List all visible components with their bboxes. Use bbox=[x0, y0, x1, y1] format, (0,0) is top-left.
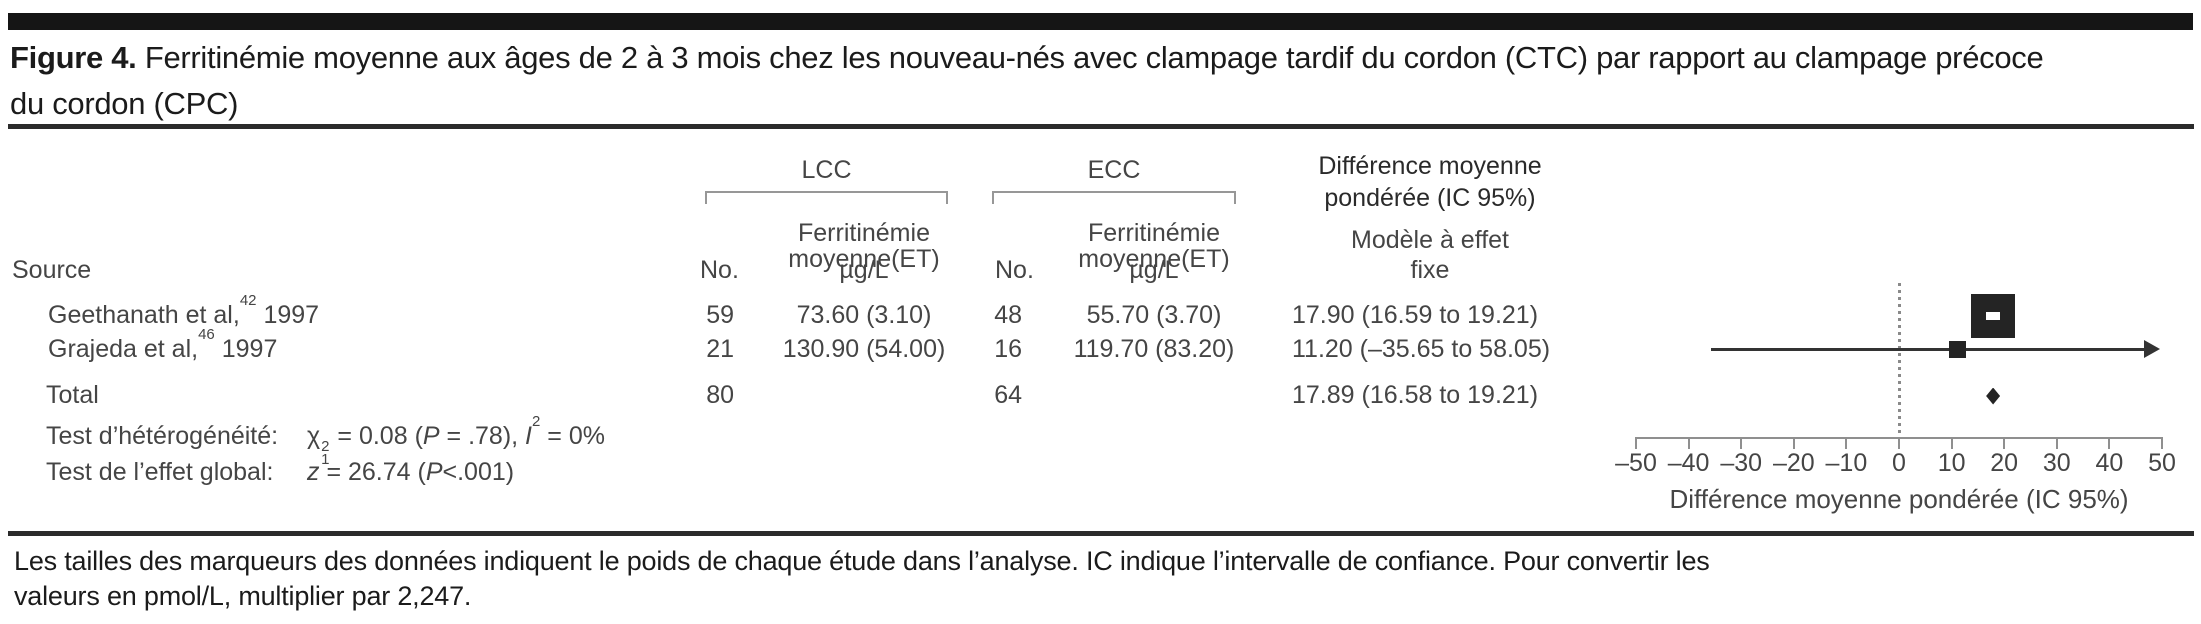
ecc-bracket bbox=[992, 191, 1236, 205]
het-eq-text3: = 0% bbox=[540, 422, 605, 450]
x-axis-tick bbox=[1635, 437, 1637, 449]
source-column-header: Source bbox=[12, 256, 92, 284]
x-axis-tick-label: 50 bbox=[2148, 449, 2176, 477]
total-ecc-n: 64 bbox=[994, 381, 1022, 409]
study-name-text: Geethanath et al, bbox=[48, 301, 240, 329]
figure-title-line1: Figure 4. Ferritinémie moyenne aux âges … bbox=[10, 40, 2044, 76]
x-axis-tick-label: 40 bbox=[2095, 449, 2124, 477]
ecc-no-header: No. bbox=[995, 256, 1034, 284]
z-symbol: z bbox=[307, 458, 320, 486]
het-eq-text2: = .78), bbox=[439, 422, 526, 450]
x-axis-tick-label: –20 bbox=[1772, 449, 1815, 477]
x-axis-title: Différence moyenne pondérée (IC 95%) bbox=[1669, 484, 2129, 514]
p-symbol: P bbox=[422, 422, 440, 450]
lcc-no-header: No. bbox=[700, 256, 739, 284]
x-axis-tick bbox=[2003, 437, 2006, 449]
study-name: Grajeda et al,46 1997 bbox=[48, 327, 278, 364]
lcc-bracket bbox=[705, 191, 948, 205]
diff-header-line3: Modèle à effet bbox=[1351, 226, 1509, 254]
total-wmd-ci-value: 17.89 (16.58 to 19.21) bbox=[1292, 381, 1539, 409]
heterogeneity-test-label: Test d’hétérogénéité: bbox=[46, 422, 279, 450]
reference-superscript: 46 bbox=[198, 325, 215, 343]
lcc-mean-sd-value: 73.60 (3.10) bbox=[796, 301, 932, 329]
global-eq-text: = 26.74 ( bbox=[319, 458, 426, 486]
i-squared-symbol: I bbox=[525, 422, 532, 450]
x-axis-tick-label: 10 bbox=[1937, 449, 1966, 477]
study-year: 1997 bbox=[256, 301, 320, 329]
x-axis-tick bbox=[2055, 437, 2058, 449]
ecc-ferritin-header-2: moyenne(ET) bbox=[1078, 245, 1230, 273]
group-header-lcc: LCC bbox=[801, 156, 852, 184]
x-axis-tick-label: –40 bbox=[1667, 449, 1710, 477]
total-diamond-marker bbox=[1986, 387, 2001, 405]
x-axis-tick bbox=[1898, 437, 1900, 449]
lcc-n-value: 21 bbox=[706, 335, 734, 363]
diff-header-line2: pondérée (IC 95%) bbox=[1324, 184, 1536, 212]
x-axis-tick bbox=[1792, 437, 1795, 449]
study-year: 1997 bbox=[214, 335, 278, 363]
diff-header-line1: Différence moyenne bbox=[1318, 152, 1542, 180]
x-axis-tick bbox=[1950, 437, 1953, 449]
diff-header-line4: fixe bbox=[1410, 256, 1450, 284]
lcc-n-value: 59 bbox=[706, 301, 734, 329]
total-label: Total bbox=[46, 381, 99, 409]
p-symbol: P bbox=[425, 458, 443, 486]
x-axis-tick bbox=[2161, 437, 2163, 449]
study-ci-segment bbox=[1986, 312, 2001, 320]
global-eq-text2: <.001) bbox=[442, 458, 515, 486]
study-ci-line bbox=[1711, 348, 2146, 351]
wmd-ci-value: 11.20 (–35.65 to 58.05) bbox=[1292, 335, 1551, 363]
x-axis-tick bbox=[1740, 437, 1743, 449]
x-axis-tick-label: –30 bbox=[1720, 449, 1763, 477]
x-axis-tick-label: 20 bbox=[1990, 449, 2019, 477]
x-axis-tick-label: –10 bbox=[1825, 449, 1868, 477]
x-axis-tick-label: –50 bbox=[1615, 449, 1657, 477]
x-axis-tick-label: 30 bbox=[2042, 449, 2071, 477]
i-squared-exponent: 2 bbox=[532, 412, 541, 430]
x-axis-tick bbox=[1687, 437, 1690, 449]
wmd-ci-value: 17.90 (16.59 to 19.21) bbox=[1292, 301, 1539, 329]
x-axis-tick bbox=[2108, 437, 2111, 449]
lcc-ferritin-header-1: Ferritinémie bbox=[798, 219, 930, 247]
footnote-line1: Les tailles des marqueurs des données in… bbox=[14, 546, 1710, 576]
divider-rule-top bbox=[8, 124, 2194, 129]
footnote-line2: valeurs en pmol/L, multiplier par 2,247. bbox=[14, 581, 472, 611]
figure-title-text: Ferritinémie moyenne aux âges de 2 à 3 m… bbox=[136, 40, 2044, 75]
ecc-n-value: 16 bbox=[994, 335, 1022, 363]
x-axis-tick bbox=[1845, 437, 1848, 449]
x-axis-tick-label: 0 bbox=[1892, 449, 1906, 477]
figure-title-line2: du cordon (CPC) bbox=[10, 86, 239, 121]
study-name: Geethanath et al,42 1997 bbox=[48, 293, 320, 330]
overall-effect-test-value: z = 26.74 (P<.001) bbox=[307, 458, 514, 487]
ecc-ferritin-header-1: Ferritinémie bbox=[1088, 219, 1220, 247]
lcc-ferritin-header-2: moyenne(ET) bbox=[788, 245, 940, 273]
group-header-ecc: ECC bbox=[1087, 156, 1141, 184]
ecc-mean-sd-value: 55.70 (3.70) bbox=[1086, 301, 1222, 329]
study-name-text: Grajeda et al, bbox=[48, 335, 199, 363]
ecc-mean-sd-value: 119.70 (83.20) bbox=[1073, 335, 1235, 363]
study-weight-marker bbox=[1949, 340, 1967, 358]
divider-rule-bottom bbox=[8, 531, 2194, 536]
chi-symbol: χ bbox=[307, 422, 321, 450]
lcc-mean-sd-value: 130.90 (54.00) bbox=[782, 335, 946, 363]
het-eq-text: = 0.08 ( bbox=[330, 422, 423, 450]
zero-reference-line bbox=[1898, 283, 1901, 437]
ecc-n-value: 48 bbox=[994, 301, 1022, 329]
ecc-unit-header: µg/L bbox=[1129, 256, 1179, 284]
total-lcc-n: 80 bbox=[706, 381, 734, 409]
lcc-unit-header: µg/L bbox=[839, 256, 889, 284]
ci-clipped-arrow-icon bbox=[2144, 340, 2160, 358]
top-black-bar bbox=[8, 13, 2193, 30]
figure-label: Figure 4. bbox=[10, 40, 137, 75]
reference-superscript: 42 bbox=[239, 291, 257, 309]
overall-effect-test-label: Test de l’effet global: bbox=[46, 458, 274, 486]
